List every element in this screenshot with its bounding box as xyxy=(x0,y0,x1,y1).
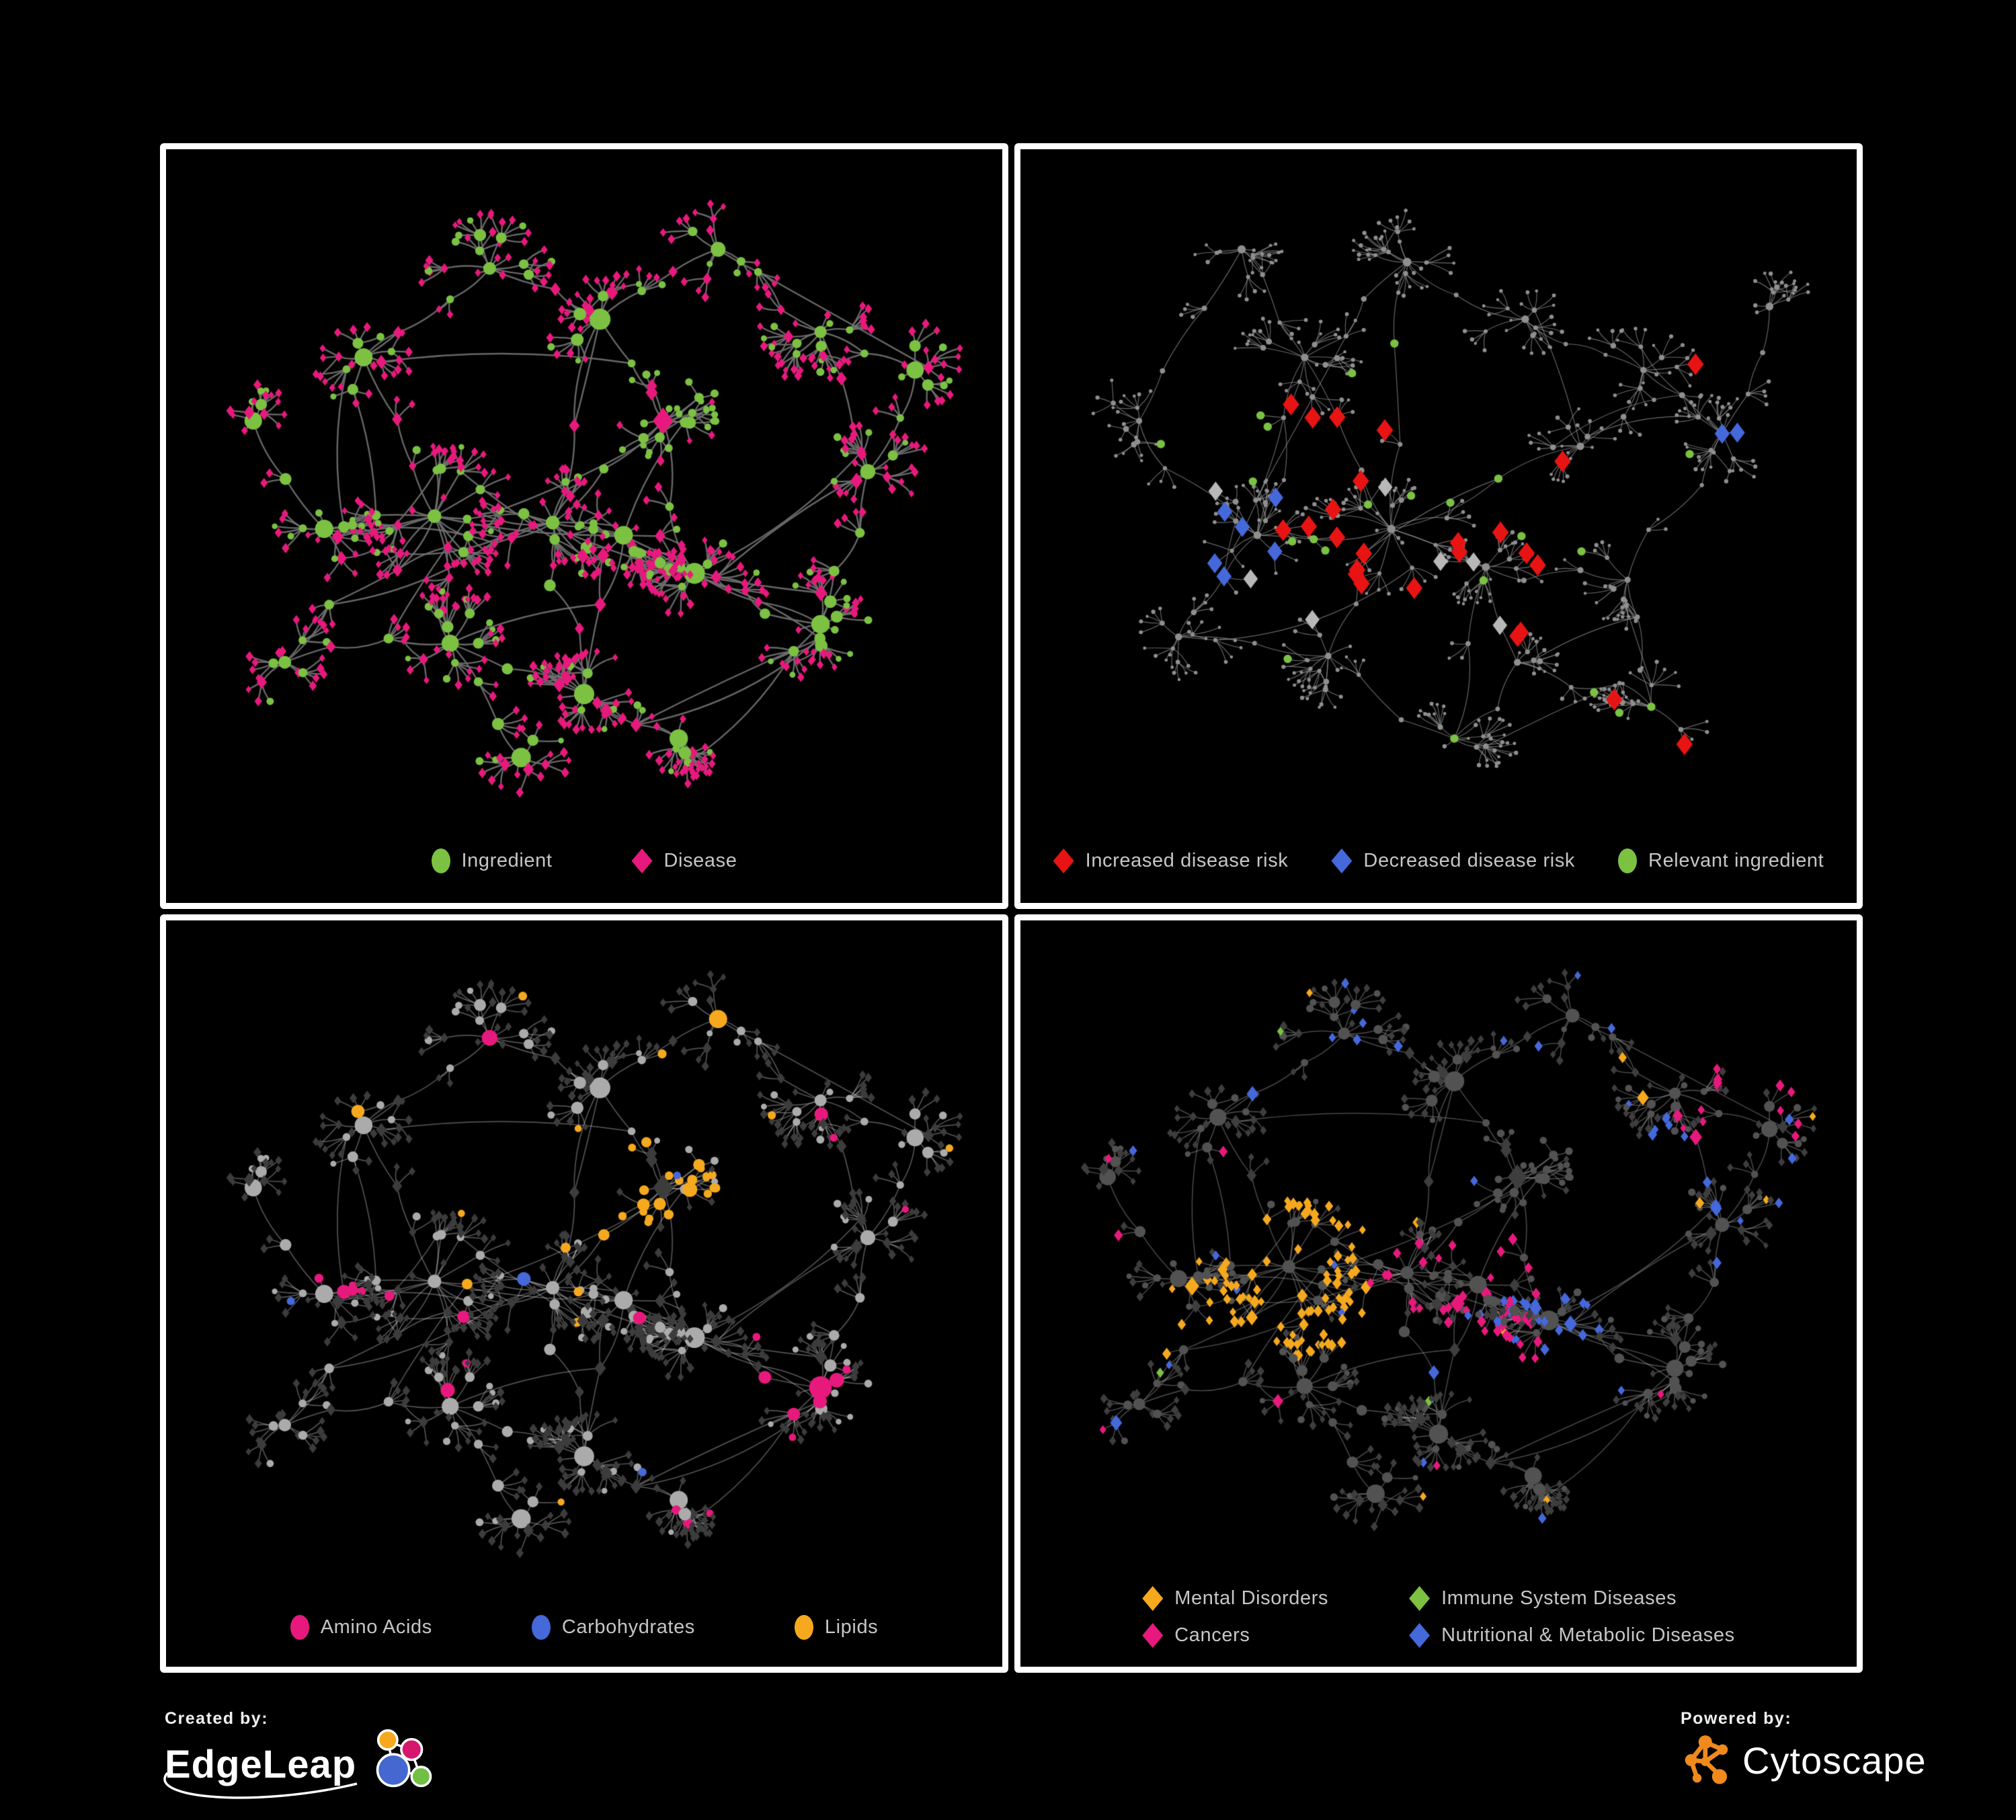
legend-circle-mark xyxy=(431,848,450,873)
legend-circle-mark xyxy=(290,1615,309,1640)
edgeleap-wordmark: EdgeLeap xyxy=(165,1743,357,1786)
legend-circle-mark xyxy=(1618,848,1638,873)
legend-diamond-mark xyxy=(1053,848,1074,873)
legend-item: Immune System Diseases xyxy=(1409,1586,1677,1611)
edgeleap-network-icon xyxy=(376,1729,432,1788)
legend-item: Increased disease risk xyxy=(1053,848,1289,873)
legend-diamond-mark xyxy=(1409,1623,1430,1648)
legend-label: Amino Acids xyxy=(320,1616,432,1638)
network-canvas-disease-categories xyxy=(1020,920,1857,1667)
panel-disease-categories: Mental Disorders Immune System Diseases Ca… xyxy=(1014,914,1863,1673)
legend-diamond-mark xyxy=(631,848,653,873)
network-canvas-disease-risk xyxy=(1020,149,1857,903)
panel-ingredient-disease: Ingredient Disease xyxy=(160,143,1008,909)
legend-ingredient-disease: Ingredient Disease xyxy=(166,848,1002,873)
legend-label: Disease xyxy=(663,850,737,871)
legend-macronutrients: Amino Acids Carbohydrates Lipids xyxy=(166,1615,1002,1640)
legend-label: Increased disease risk xyxy=(1085,850,1289,871)
legend-item: Amino Acids xyxy=(290,1615,432,1640)
legend-label: Decreased disease risk xyxy=(1363,850,1576,871)
legend-label: Ingredient xyxy=(461,850,553,871)
legend-item: Nutritional & Metabolic Diseases xyxy=(1409,1623,1735,1648)
legend-item: Cancers xyxy=(1142,1623,1250,1648)
legend-disease-risk: Increased disease risk Decreased disease … xyxy=(1020,848,1857,873)
legend-circle-mark xyxy=(794,1615,813,1640)
legend-diamond-mark xyxy=(1142,1586,1164,1611)
edgeleap-logo: Created by: EdgeLeap xyxy=(163,1709,437,1799)
cytoscape-logo: Powered by: Cytoscape xyxy=(1681,1709,1927,1789)
panel-disease-risk: Increased disease risk Decreased disease … xyxy=(1014,143,1863,909)
legend-item: Carbohydrates xyxy=(531,1615,695,1640)
legend-diamond-mark xyxy=(1331,848,1353,873)
legend-label: Cancers xyxy=(1174,1624,1250,1646)
legend-diamond-mark xyxy=(1409,1586,1430,1611)
powered-by-label: Powered by: xyxy=(1681,1709,1792,1728)
legend-diamond-mark xyxy=(1142,1623,1164,1648)
panel-macronutrients: Amino Acids Carbohydrates Lipids xyxy=(160,914,1008,1673)
legend-circle-mark xyxy=(531,1615,551,1640)
legend-item: Lipids xyxy=(794,1615,879,1640)
legend-item: Ingredient xyxy=(431,848,553,873)
legend-label: Immune System Diseases xyxy=(1441,1587,1677,1609)
network-canvas-ingredient-disease xyxy=(166,149,1002,903)
cytoscape-wordmark: Cytoscape xyxy=(1742,1739,1927,1782)
legend-label: Mental Disorders xyxy=(1174,1587,1329,1609)
legend-item: Decreased disease risk xyxy=(1331,848,1575,873)
network-canvas-macronutrients xyxy=(166,920,1002,1667)
legend-label: Lipids xyxy=(824,1616,879,1638)
cytoscape-network-icon xyxy=(1685,1735,1728,1784)
legend-label: Relevant ingredient xyxy=(1648,850,1824,871)
legend-item: Relevant ingredient xyxy=(1618,848,1824,873)
created-by-label: Created by: xyxy=(165,1709,269,1728)
legend-item: Mental Disorders xyxy=(1142,1586,1328,1611)
legend-item: Disease xyxy=(631,848,737,873)
legend-label: Carbohydrates xyxy=(561,1616,695,1638)
legend-label: Nutritional & Metabolic Diseases xyxy=(1441,1624,1735,1646)
legend-disease-categories: Mental Disorders Immune System Diseases Ca… xyxy=(1020,1586,1857,1648)
